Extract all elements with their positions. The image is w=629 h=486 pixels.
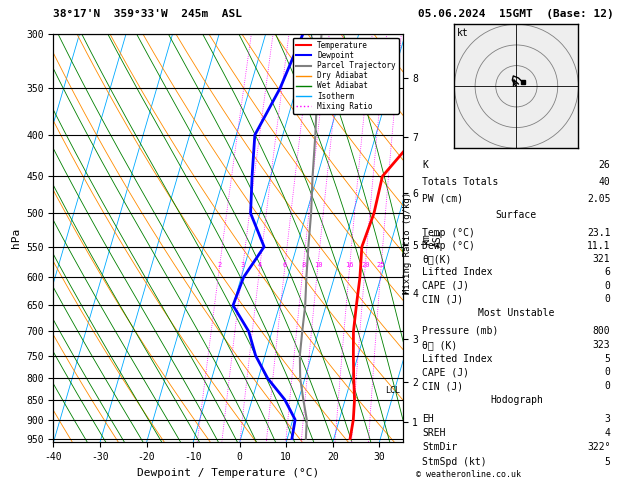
- X-axis label: Dewpoint / Temperature (°C): Dewpoint / Temperature (°C): [137, 468, 319, 478]
- Text: Temp (°C): Temp (°C): [423, 227, 476, 238]
- Text: Totals Totals: Totals Totals: [423, 177, 499, 187]
- Text: kt: kt: [457, 28, 469, 38]
- Text: 4: 4: [604, 428, 610, 438]
- Text: 8: 8: [301, 262, 306, 268]
- Text: 11.1: 11.1: [587, 241, 610, 251]
- Text: 5: 5: [604, 354, 610, 364]
- Text: EH: EH: [423, 414, 434, 424]
- Text: 5: 5: [604, 456, 610, 467]
- Text: 322°: 322°: [587, 442, 610, 452]
- Text: 10: 10: [314, 262, 322, 268]
- Text: 0: 0: [604, 367, 610, 378]
- Text: θᴇ (K): θᴇ (K): [423, 340, 458, 350]
- Text: 323: 323: [593, 340, 610, 350]
- Text: 6: 6: [283, 262, 287, 268]
- Text: 23.1: 23.1: [587, 227, 610, 238]
- Text: Mixing Ratio (g/kg): Mixing Ratio (g/kg): [403, 192, 412, 294]
- Text: StmSpd (kt): StmSpd (kt): [423, 456, 487, 467]
- Y-axis label: hPa: hPa: [11, 228, 21, 248]
- Y-axis label: km
ASL: km ASL: [421, 229, 443, 247]
- Text: CIN (J): CIN (J): [423, 382, 464, 391]
- Text: 321: 321: [593, 254, 610, 264]
- Text: 38°17'N  359°33'W  245m  ASL: 38°17'N 359°33'W 245m ASL: [53, 9, 242, 19]
- Text: © weatheronline.co.uk: © weatheronline.co.uk: [416, 469, 521, 479]
- Legend: Temperature, Dewpoint, Parcel Trajectory, Dry Adiabat, Wet Adiabat, Isotherm, Mi: Temperature, Dewpoint, Parcel Trajectory…: [292, 38, 399, 114]
- Text: 05.06.2024  15GMT  (Base: 12): 05.06.2024 15GMT (Base: 12): [418, 9, 614, 19]
- Text: 3: 3: [604, 414, 610, 424]
- Text: 2.05: 2.05: [587, 194, 610, 204]
- Text: 0: 0: [604, 382, 610, 391]
- Text: 0: 0: [604, 294, 610, 304]
- Text: 0: 0: [604, 281, 610, 291]
- Text: Lifted Index: Lifted Index: [423, 267, 493, 278]
- Text: CIN (J): CIN (J): [423, 294, 464, 304]
- Text: LCL: LCL: [385, 386, 400, 395]
- Text: 20: 20: [361, 262, 370, 268]
- Text: 26: 26: [599, 160, 610, 170]
- Text: Most Unstable: Most Unstable: [478, 308, 555, 318]
- Text: Dewp (°C): Dewp (°C): [423, 241, 476, 251]
- Text: θᴇ(K): θᴇ(K): [423, 254, 452, 264]
- Text: CAPE (J): CAPE (J): [423, 281, 469, 291]
- Text: PW (cm): PW (cm): [423, 194, 464, 204]
- Text: 40: 40: [599, 177, 610, 187]
- Text: CAPE (J): CAPE (J): [423, 367, 469, 378]
- Text: Surface: Surface: [496, 210, 537, 220]
- Text: 25: 25: [377, 262, 386, 268]
- Text: Hodograph: Hodograph: [490, 396, 543, 405]
- Text: StmDir: StmDir: [423, 442, 458, 452]
- Text: Pressure (mb): Pressure (mb): [423, 326, 499, 336]
- Text: 2: 2: [218, 262, 222, 268]
- Text: Lifted Index: Lifted Index: [423, 354, 493, 364]
- Text: 3: 3: [241, 262, 245, 268]
- Text: 16: 16: [345, 262, 354, 268]
- Text: K: K: [423, 160, 428, 170]
- Text: SREH: SREH: [423, 428, 446, 438]
- Text: 4: 4: [258, 262, 262, 268]
- Text: 6: 6: [604, 267, 610, 278]
- Text: 800: 800: [593, 326, 610, 336]
